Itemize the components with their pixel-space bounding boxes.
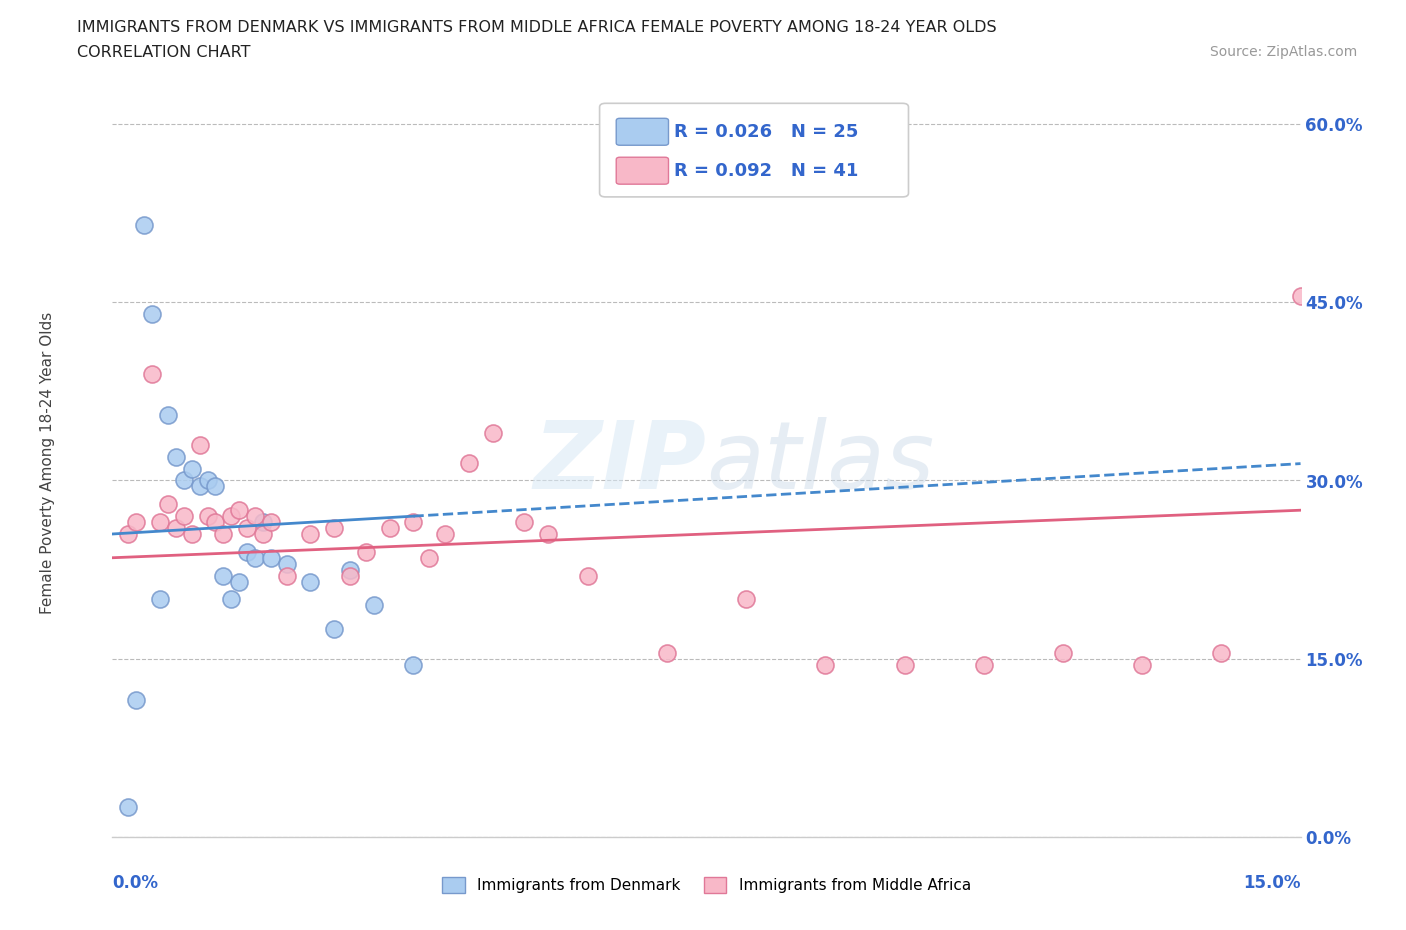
Point (735, 591, 758, 606)
Text: ZIP: ZIP (534, 417, 707, 509)
Point (125, 514, 148, 529)
Text: R = 0.092   N = 41: R = 0.092 N = 41 (675, 162, 859, 179)
Point (236, 544, 259, 559)
Point (1289, 289, 1312, 304)
Point (655, 645, 678, 660)
Legend: Immigrants from Denmark, Immigrants from Middle Africa: Immigrants from Denmark, Immigrants from… (441, 877, 972, 893)
Point (323, 521, 346, 536)
Point (814, 658, 837, 672)
Point (117, 526, 139, 541)
Text: Source: ZipAtlas.com: Source: ZipAtlas.com (1209, 45, 1357, 59)
Point (402, 514, 425, 529)
Point (402, 658, 425, 672)
Point (363, 598, 385, 613)
Point (576, 568, 599, 583)
Point (204, 479, 226, 494)
Point (236, 521, 259, 536)
Point (252, 514, 274, 529)
Point (513, 514, 536, 529)
Point (156, 407, 179, 422)
Text: Female Poverty Among 18-24 Year Olds: Female Poverty Among 18-24 Year Olds (39, 312, 55, 614)
Point (134, 218, 156, 232)
Point (354, 544, 377, 559)
Point (323, 621, 346, 636)
Point (893, 658, 915, 672)
Point (173, 509, 195, 524)
Point (212, 526, 235, 541)
Text: CORRELATION CHART: CORRELATION CHART (77, 45, 250, 60)
Point (141, 307, 163, 322)
Point (188, 437, 211, 452)
Text: atlas: atlas (707, 418, 935, 508)
Point (180, 461, 202, 476)
Point (260, 551, 283, 565)
Point (973, 658, 995, 672)
Text: 0.0%: 0.0% (112, 874, 159, 893)
Point (149, 514, 172, 529)
Point (378, 521, 401, 536)
Point (260, 514, 283, 529)
Point (339, 568, 361, 583)
Point (1211, 645, 1233, 660)
Text: IMMIGRANTS FROM DENMARK VS IMMIGRANTS FROM MIDDLE AFRICA FEMALE POVERTY AMONG 18: IMMIGRANTS FROM DENMARK VS IMMIGRANTS FR… (77, 20, 997, 35)
Point (180, 526, 202, 541)
Point (1130, 658, 1153, 672)
Point (165, 449, 187, 464)
Point (197, 473, 219, 488)
Point (228, 503, 250, 518)
Point (252, 526, 274, 541)
Point (276, 556, 298, 571)
Point (149, 591, 172, 606)
Point (197, 509, 219, 524)
Point (276, 568, 298, 583)
Point (219, 509, 242, 524)
FancyBboxPatch shape (616, 157, 668, 184)
Point (458, 456, 481, 471)
Point (141, 366, 163, 381)
FancyBboxPatch shape (599, 103, 908, 197)
Point (339, 562, 361, 577)
Point (434, 526, 457, 541)
Point (219, 591, 242, 606)
Text: R = 0.026   N = 25: R = 0.026 N = 25 (675, 123, 859, 140)
Point (212, 568, 235, 583)
Point (243, 509, 266, 524)
Text: 15.0%: 15.0% (1243, 874, 1301, 893)
Point (299, 526, 322, 541)
Point (173, 473, 195, 488)
Point (243, 551, 266, 565)
Point (1052, 645, 1074, 660)
Point (204, 514, 226, 529)
Point (156, 497, 179, 512)
FancyBboxPatch shape (616, 118, 668, 145)
Point (228, 574, 250, 589)
Point (299, 574, 322, 589)
Point (188, 479, 211, 494)
Point (481, 426, 503, 441)
Point (418, 551, 440, 565)
Point (117, 800, 139, 815)
Point (165, 521, 187, 536)
Point (125, 693, 148, 708)
Point (537, 526, 560, 541)
